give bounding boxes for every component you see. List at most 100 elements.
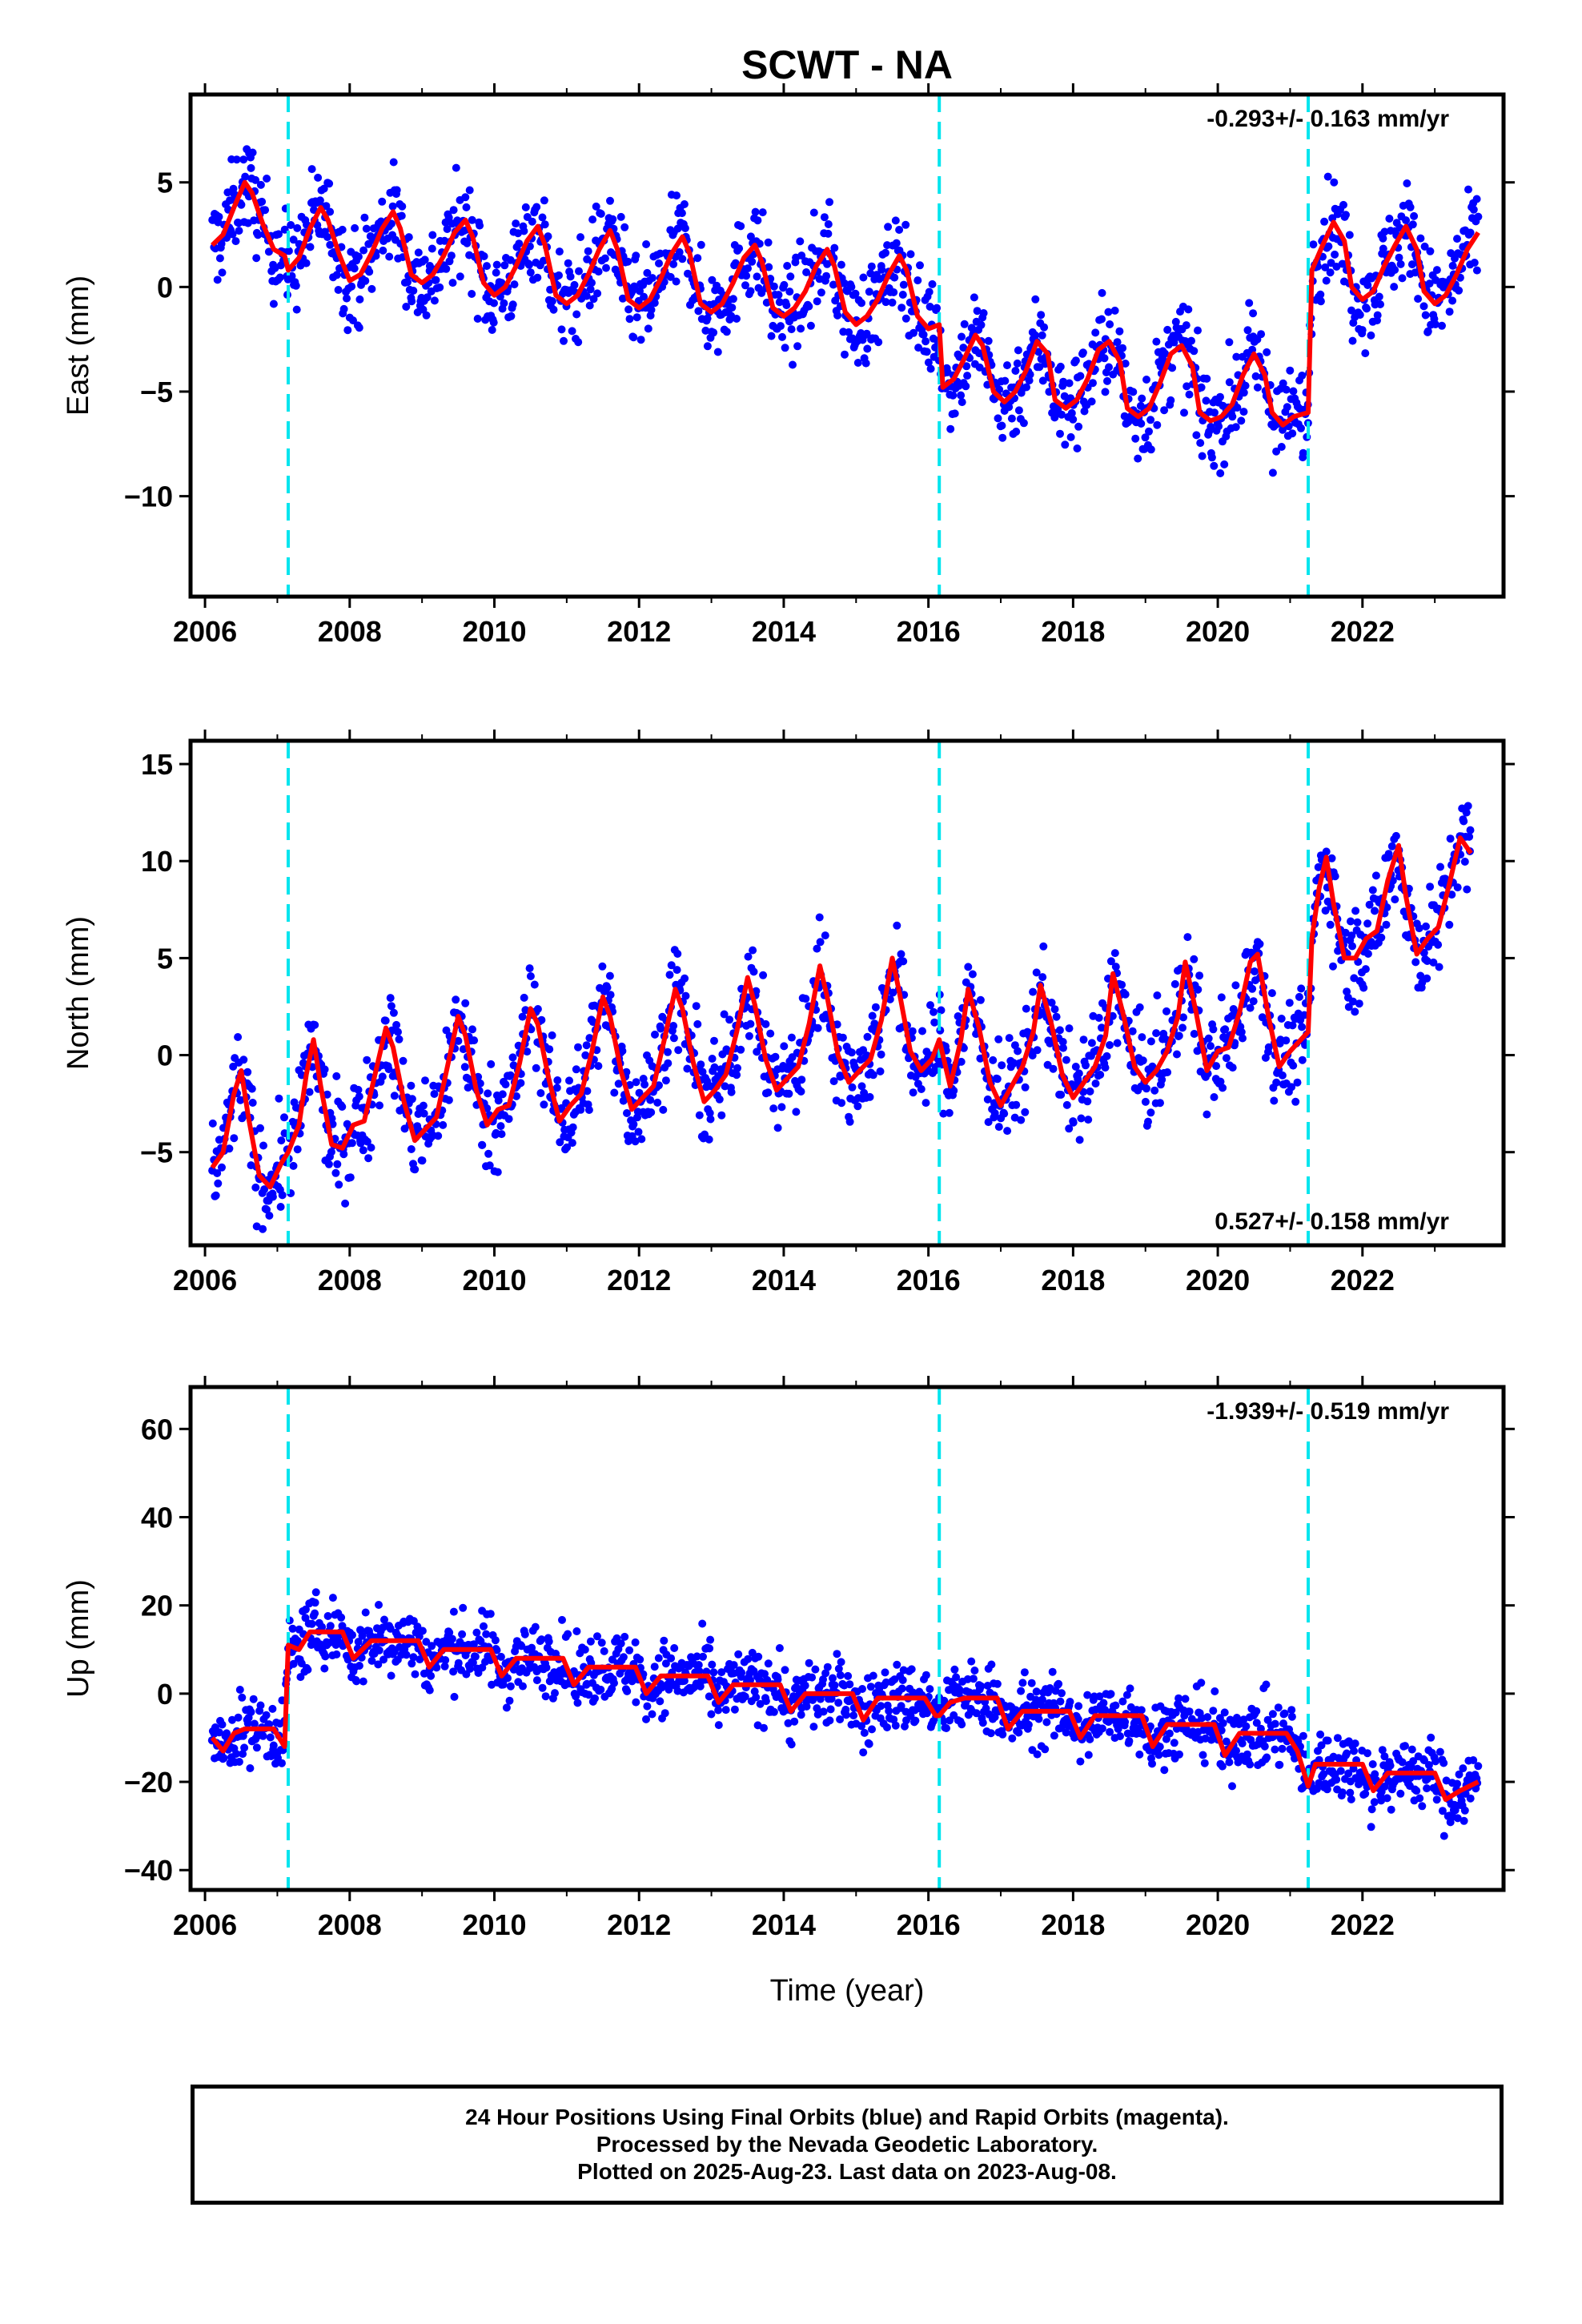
north-point	[263, 1205, 271, 1214]
up-point	[420, 1669, 428, 1678]
east-point	[1038, 376, 1047, 385]
east-point	[275, 230, 283, 239]
east-point	[1474, 212, 1483, 221]
x-tick-label: 2014	[752, 615, 816, 648]
east-point	[1379, 244, 1387, 253]
east-point	[1363, 281, 1372, 289]
north-point	[705, 1108, 714, 1117]
up-point	[694, 1661, 703, 1669]
north-point	[418, 1156, 427, 1165]
north-point	[674, 1046, 683, 1055]
north-point	[484, 1089, 492, 1098]
east-point	[822, 271, 831, 280]
east-point	[1118, 344, 1127, 352]
east-point	[1138, 394, 1146, 403]
east-point	[1330, 178, 1339, 187]
east-point	[1100, 354, 1109, 363]
east-point	[1166, 396, 1175, 404]
up-point	[821, 1669, 830, 1678]
east-point	[1211, 408, 1219, 417]
north-point	[1391, 831, 1400, 840]
up-point	[380, 1615, 388, 1624]
east-point	[572, 310, 581, 319]
north-y-axis-label: North (mm)	[62, 916, 95, 1070]
x-tick-label: 2012	[607, 1264, 671, 1297]
up-point	[1106, 1690, 1115, 1699]
up-point	[1086, 1735, 1094, 1743]
north-point	[801, 995, 810, 1003]
up-point	[939, 1717, 948, 1726]
east-point	[1040, 323, 1049, 332]
east-point	[867, 262, 876, 271]
up-point	[741, 1692, 749, 1701]
up-point	[1344, 1769, 1353, 1778]
up-point	[1407, 1745, 1416, 1754]
east-point	[480, 252, 488, 260]
east-point	[1074, 422, 1083, 431]
east-point	[1031, 331, 1039, 340]
up-point	[1338, 1788, 1347, 1797]
east-point	[338, 225, 347, 234]
x-tick-label: 2020	[1186, 1264, 1250, 1297]
east-point	[1105, 363, 1113, 372]
east-point	[703, 342, 712, 351]
east-point	[1320, 217, 1329, 226]
east-point	[1243, 326, 1252, 335]
east-point	[326, 240, 335, 249]
east-point	[1361, 349, 1370, 358]
east-point	[1197, 383, 1206, 392]
east-point	[1142, 376, 1150, 384]
east-point	[476, 221, 484, 230]
north-point	[395, 1035, 404, 1043]
east-point	[984, 336, 993, 345]
up-point	[734, 1650, 743, 1659]
north-point	[1082, 1061, 1090, 1070]
east-point	[582, 292, 591, 300]
east-point	[1379, 234, 1387, 243]
north-point	[1058, 1038, 1067, 1046]
up-point	[311, 1588, 320, 1597]
up-point	[1242, 1722, 1251, 1731]
north-point	[797, 1076, 806, 1084]
up-point	[1347, 1795, 1355, 1803]
north-point	[1150, 1086, 1159, 1095]
up-point	[1451, 1806, 1460, 1815]
up-point	[269, 1741, 278, 1750]
up-point	[1135, 1750, 1144, 1759]
east-point	[292, 305, 301, 314]
up-point	[967, 1657, 976, 1666]
east-point	[655, 259, 663, 267]
up-point	[215, 1728, 223, 1737]
up-point	[901, 1722, 909, 1731]
north-point	[710, 1036, 718, 1045]
x-tick-label: 2022	[1331, 615, 1395, 648]
north-point	[1463, 885, 1472, 894]
east-point	[735, 244, 744, 253]
up-point	[834, 1699, 843, 1707]
north-point	[439, 1120, 448, 1129]
up-point	[811, 1665, 820, 1674]
up-point	[239, 1750, 247, 1759]
north-point	[364, 1154, 373, 1163]
east-point	[1322, 276, 1331, 285]
y-tick-label: 15	[141, 748, 173, 781]
north-point	[1382, 920, 1391, 929]
up-point	[809, 1723, 818, 1731]
up-point	[952, 1673, 961, 1682]
north-point	[1083, 1097, 1092, 1106]
up-point	[374, 1660, 383, 1669]
up-point	[1271, 1719, 1279, 1728]
up-point	[1243, 1750, 1251, 1759]
north-point	[1294, 1009, 1303, 1018]
north-point	[1469, 0, 1477, 4]
east-point	[1091, 328, 1100, 337]
north-point	[1010, 1113, 1019, 1122]
up-point	[1432, 1795, 1441, 1804]
east-point	[1161, 349, 1170, 358]
up-point	[328, 1594, 337, 1602]
north-point	[498, 1090, 507, 1099]
up-point	[1439, 1759, 1448, 1767]
north-point	[614, 1080, 623, 1088]
east-point	[1469, 205, 1478, 214]
east-point	[1421, 311, 1430, 320]
